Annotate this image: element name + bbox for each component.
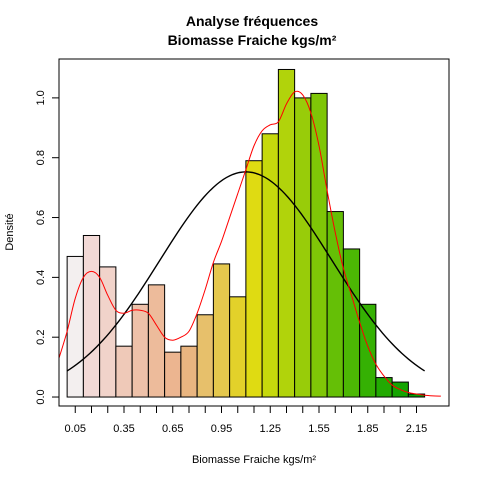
histogram-bar-2 <box>99 266 117 398</box>
histogram-bar-16 <box>326 211 344 398</box>
histogram-bar-14 <box>294 97 312 398</box>
histogram-bar-9 <box>212 263 231 398</box>
chart-subtitle: Biomasse Fraiche kgs/m² <box>168 32 337 48</box>
histogram-bar-18 <box>359 303 377 398</box>
x-axis: 0.05 0.35 0.65 0.95 1.25 1.55 1.85 2.15 <box>65 405 427 435</box>
histogram-bar-10 <box>229 296 247 398</box>
x-tick-label: 0.05 <box>65 423 86 435</box>
histogram-bar-3 <box>115 345 133 398</box>
x-tick-label: 2.15 <box>406 423 427 435</box>
y-tick-label: 0.4 <box>35 270 47 285</box>
density-curve <box>58 90 441 397</box>
x-tick-label: 0.35 <box>113 423 134 435</box>
histogram-bar-19 <box>375 377 393 398</box>
x-tick-label: 1.55 <box>308 423 329 435</box>
histogram-bar-13 <box>277 68 296 398</box>
histogram-bar-4 <box>131 303 149 398</box>
normal-curve <box>66 171 426 372</box>
chart-title: Analyse fréquences <box>186 13 318 29</box>
histogram-bar-1 <box>82 234 101 398</box>
y-tick-label: 0.6 <box>35 210 47 225</box>
histogram-bar-6 <box>164 351 182 398</box>
histogram-bar-17 <box>342 248 361 398</box>
histogram-bar-7 <box>180 345 198 398</box>
histogram-bar-5 <box>147 284 166 398</box>
y-tick-label: 0.8 <box>35 150 47 165</box>
histogram-bar-12 <box>261 133 279 398</box>
x-axis-label: Biomasse Fraiche kgs/m² <box>192 454 316 466</box>
histogram-bar-0 <box>66 255 84 398</box>
x-tick-label: 1.85 <box>357 423 378 435</box>
y-axis: 0.0 0.2 0.4 0.6 0.8 1.0 <box>35 90 60 405</box>
x-tick-label: 1.25 <box>260 423 281 435</box>
y-axis-label: Densité <box>4 213 16 250</box>
x-tick-label: 0.95 <box>211 423 232 435</box>
histogram-bar-15 <box>310 92 328 398</box>
histogram-bar-8 <box>196 314 214 398</box>
x-tick-label: 0.65 <box>162 423 183 435</box>
histogram-bar-11 <box>245 160 263 398</box>
y-tick-label: 0.2 <box>35 330 47 345</box>
y-tick-label: 0.0 <box>35 389 47 404</box>
y-tick-label: 1.0 <box>35 90 47 105</box>
overlay-curves <box>58 90 441 397</box>
